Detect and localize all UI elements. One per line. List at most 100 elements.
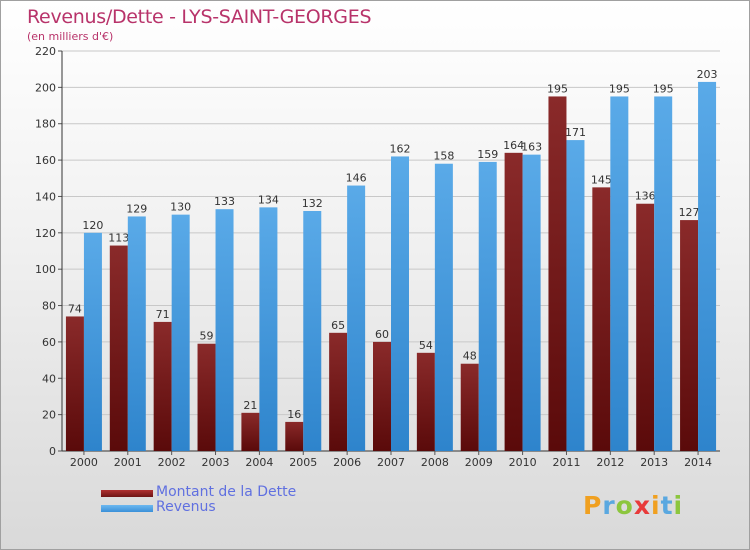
bar-debt xyxy=(285,421,304,451)
x-tick-label: 2003 xyxy=(202,456,230,469)
bar-revenue xyxy=(127,216,146,451)
x-tick-label: 2012 xyxy=(596,456,624,469)
legend-label-debt: Montant de la Dette xyxy=(156,484,297,500)
x-tick-label: 2008 xyxy=(421,456,449,469)
logo-letter: x xyxy=(633,491,651,520)
y-tick-label: 120 xyxy=(35,227,56,240)
y-tick-label: 80 xyxy=(42,300,56,313)
logo-letter: o xyxy=(615,491,634,520)
bar-debt xyxy=(329,332,348,451)
bar-debt xyxy=(197,343,216,451)
bar-debt xyxy=(153,321,172,451)
data-label-debt: 59 xyxy=(200,330,214,343)
bar-revenue xyxy=(654,96,673,452)
data-label-revenue: 158 xyxy=(433,150,454,163)
y-tick-label: 160 xyxy=(35,154,56,167)
logo-letter: t xyxy=(660,491,674,520)
bar-debt xyxy=(241,412,260,451)
data-label-debt: 48 xyxy=(463,350,477,363)
bar-revenue xyxy=(566,140,585,451)
x-tick-label: 2009 xyxy=(465,456,493,469)
data-label-debt: 54 xyxy=(419,339,433,352)
x-tick-label: 2010 xyxy=(509,456,537,469)
bar-debt xyxy=(460,363,479,451)
bar-debt xyxy=(109,245,128,451)
data-label-revenue: 171 xyxy=(565,126,586,139)
bar-revenue xyxy=(391,156,409,452)
bar-debt xyxy=(504,152,523,451)
bar-revenue xyxy=(434,163,453,451)
legend-swatch-revenue xyxy=(101,505,153,512)
data-label-debt: 74 xyxy=(68,302,82,315)
data-label-debt: 65 xyxy=(331,319,345,332)
bar-revenue xyxy=(303,211,322,451)
data-label-revenue: 163 xyxy=(521,141,542,154)
y-tick-label: 220 xyxy=(35,45,56,58)
data-label-revenue: 203 xyxy=(697,68,718,81)
y-tick-label: 0 xyxy=(49,445,56,458)
data-label-debt: 145 xyxy=(591,173,612,186)
proxiti-logo: Proxiti xyxy=(583,491,683,520)
bar-debt xyxy=(373,341,391,451)
bar-revenue xyxy=(259,207,278,451)
chart-title: Revenus/Dette - LYS-SAINT-GEORGES xyxy=(27,6,372,28)
bar-debt xyxy=(680,220,699,451)
x-tick-label: 2005 xyxy=(289,456,317,469)
y-tick-label: 20 xyxy=(42,409,56,422)
bar-revenue xyxy=(698,81,717,451)
data-label-debt: 195 xyxy=(547,82,568,95)
data-label-revenue: 133 xyxy=(214,195,235,208)
x-tick-label: 2006 xyxy=(333,456,361,469)
y-tick-label: 200 xyxy=(35,81,56,94)
bar-debt xyxy=(592,187,611,451)
data-label-revenue: 130 xyxy=(170,201,191,214)
data-label-debt: 21 xyxy=(243,399,257,412)
bar-revenue xyxy=(522,154,541,452)
bar-debt xyxy=(65,316,84,451)
y-tick-label: 60 xyxy=(42,336,56,349)
data-label-revenue: 159 xyxy=(477,148,498,161)
data-label-debt: 113 xyxy=(108,232,129,245)
data-label-revenue: 195 xyxy=(653,82,674,95)
data-label-debt: 60 xyxy=(375,328,389,341)
bar-debt xyxy=(548,96,567,452)
data-label-revenue: 129 xyxy=(126,202,147,215)
data-label-debt: 16 xyxy=(287,408,301,421)
data-label-debt: 127 xyxy=(679,206,700,219)
data-label-revenue: 146 xyxy=(346,172,367,185)
x-tick-label: 2001 xyxy=(114,456,142,469)
data-label-debt: 164 xyxy=(503,139,524,152)
legend-label-revenue: Revenus xyxy=(156,499,216,515)
bar-revenue xyxy=(478,161,497,451)
data-label-debt: 136 xyxy=(635,190,656,203)
chart-subtitle: (en milliers d'€) xyxy=(27,30,114,43)
data-label-revenue: 120 xyxy=(82,219,103,232)
x-tick-label: 2004 xyxy=(245,456,273,469)
logo-letter: i xyxy=(673,491,684,520)
data-label-revenue: 134 xyxy=(258,193,279,206)
logo-letter: P xyxy=(583,491,603,520)
y-tick-label: 140 xyxy=(35,190,56,203)
x-tick-label: 2014 xyxy=(684,456,712,469)
logo-letter: r xyxy=(602,491,616,520)
x-tick-label: 2011 xyxy=(552,456,580,469)
bar-revenue xyxy=(347,185,366,451)
y-tick-label: 100 xyxy=(35,263,56,276)
legend-swatch-debt xyxy=(101,490,153,497)
data-label-revenue: 132 xyxy=(302,197,323,210)
logo-letter: i xyxy=(651,491,661,520)
data-label-revenue: 195 xyxy=(609,82,630,95)
bar-revenue xyxy=(610,96,629,452)
x-tick-label: 2002 xyxy=(158,456,186,469)
data-label-debt: 71 xyxy=(156,308,170,321)
x-tick-label: 2013 xyxy=(640,456,668,469)
data-label-revenue: 162 xyxy=(390,142,411,155)
bar-revenue xyxy=(83,232,102,451)
bar-revenue xyxy=(215,209,234,451)
x-tick-label: 2000 xyxy=(70,456,98,469)
x-tick-label: 2007 xyxy=(377,456,405,469)
bar-debt xyxy=(636,203,655,451)
bar-debt xyxy=(416,352,435,451)
